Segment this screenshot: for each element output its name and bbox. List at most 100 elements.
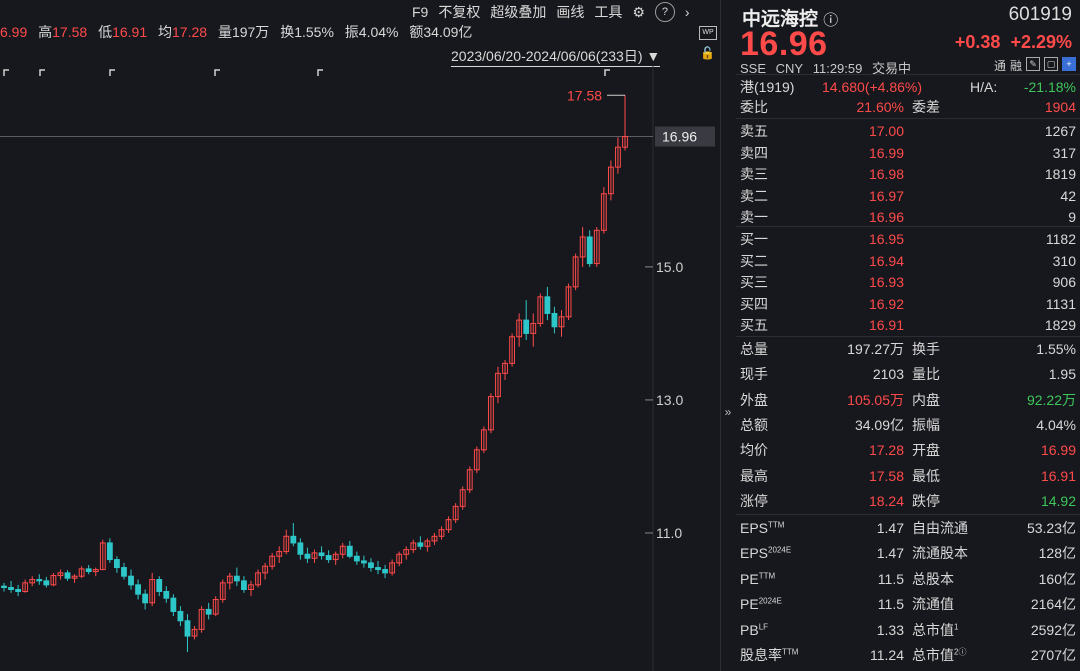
- turnover-value: 1.55%: [294, 24, 334, 40]
- draw-button[interactable]: 画线: [556, 4, 585, 20]
- stat-value: 16.99: [1040, 442, 1076, 459]
- candle-body: [297, 542, 304, 555]
- quote-panel: 中远海控 ⓘ 601919 16.96 +0.38 +2.29% SSE CNY…: [736, 0, 1080, 671]
- fundamental-row: EPS2024E 1.47 流通股本 128亿: [740, 542, 1076, 564]
- f9-button[interactable]: F9: [412, 4, 429, 20]
- fundamental-name: EPS: [740, 520, 769, 536]
- fundamental-suffix: 2024E: [768, 545, 792, 555]
- chevron-right-icon[interactable]: ›: [684, 4, 690, 20]
- tools-button[interactable]: 工具: [594, 4, 623, 20]
- lock-icon[interactable]: 🔓: [700, 46, 715, 60]
- candle-body: [304, 553, 311, 559]
- wb-label: 委比: [740, 99, 768, 115]
- separator: [736, 118, 1080, 119]
- help-icon[interactable]: ?: [654, 2, 675, 22]
- tong-badge: 通: [993, 59, 1006, 73]
- wp-icon[interactable]: WP: [699, 26, 717, 40]
- bid-price: 16.95: [868, 231, 904, 247]
- fundamental-suffix: 1: [954, 621, 959, 631]
- overlay-button[interactable]: 超级叠加: [490, 4, 547, 20]
- fundamental-label: 流通股本: [912, 543, 992, 563]
- candle-body: [121, 567, 127, 577]
- bid-row: 买三 16.93 906: [740, 271, 1076, 293]
- stat-value: 197.27万: [847, 341, 904, 357]
- ask-level-label: 卖四: [740, 144, 768, 161]
- stat-label: 振幅: [912, 416, 940, 433]
- bid-volume: 1182: [1045, 231, 1076, 247]
- panel-divider: [720, 0, 721, 671]
- window-icon[interactable]: ▢: [1044, 57, 1058, 71]
- amount-value: 34.09亿: [423, 24, 473, 40]
- fundamental-value: 2592亿: [1030, 621, 1076, 638]
- candle-body: [50, 575, 57, 586]
- candle-body: [459, 489, 466, 507]
- info-icon[interactable]: ⓘ: [823, 12, 839, 29]
- collapse-panel-icon[interactable]: »: [724, 405, 732, 419]
- fundamental-label: PETTM: [740, 571, 824, 587]
- fundamental-name: 股息率: [740, 647, 782, 663]
- gear-icon[interactable]: ⚙: [632, 3, 645, 20]
- candle-body: [156, 579, 163, 593]
- candle-body: [488, 396, 494, 431]
- add-watchlist-icon[interactable]: +: [1062, 57, 1076, 71]
- bid-level-label: 买四: [740, 295, 768, 312]
- current-price-label: 16.96: [662, 129, 697, 145]
- period-marker: [604, 69, 610, 76]
- vol-label: 量: [217, 24, 232, 40]
- stat-label: 总量: [740, 341, 768, 357]
- candle-body: [269, 555, 276, 567]
- fundamental-name: 总市值: [912, 647, 954, 663]
- candle-body: [71, 575, 78, 579]
- candle-body: [15, 589, 22, 593]
- fundamental-value: 11.5: [877, 570, 904, 587]
- ha-value: -21.18%: [1023, 79, 1076, 95]
- candle-body: [509, 336, 515, 364]
- candle-body: [452, 505, 459, 521]
- candle-body: [64, 572, 71, 579]
- stat-value: 4.04%: [1036, 416, 1076, 433]
- candle-body: [382, 569, 388, 574]
- edit-icon[interactable]: ✎: [1026, 57, 1040, 71]
- fundamental-label: EPSTTM: [740, 520, 824, 536]
- stat-value: 16.91: [1040, 467, 1076, 484]
- fundamental-suffix: 2ⓘ: [954, 647, 967, 657]
- ask-volume: 1267: [1044, 123, 1076, 139]
- stock-name: 中远海控 ⓘ: [742, 4, 838, 31]
- date-range-selector[interactable]: 2023/06/20-2024/06/06(233日) ▼: [451, 46, 661, 67]
- ask-level-label: 卖二: [740, 187, 768, 204]
- price-change: +0.38 +2.29%: [955, 32, 1072, 53]
- candle-body: [445, 519, 452, 531]
- candle-body: [198, 608, 205, 630]
- candle-body: [332, 553, 339, 561]
- date-range-label: 2023/06/20-2024/06/06(233日): [451, 48, 643, 64]
- candle-body: [565, 286, 572, 318]
- candle-body: [43, 580, 50, 586]
- chart-toolbar: F9 不复权 超级叠加 画线 工具 ⚙ ? ›: [412, 2, 690, 22]
- candle-body: [607, 166, 614, 195]
- high-label: 高: [38, 24, 53, 40]
- candle-body: [424, 540, 431, 547]
- candle-body: [233, 575, 240, 582]
- fundamental-value: 2707亿: [1030, 647, 1076, 663]
- candle-body: [85, 568, 92, 573]
- ask-row: 卖五 17.00 1267: [740, 120, 1076, 142]
- avg-label: 均: [158, 24, 173, 40]
- bid-volume: 906: [1052, 274, 1076, 290]
- chart-header: 6.99 高17.58 低16.91 均17.28 量197万 换1.55% 振…: [0, 0, 720, 40]
- candle-body: [346, 545, 353, 557]
- stat-row: 外盘 105.05万 内盘 92.22万: [740, 389, 1076, 411]
- ask-price: 16.98: [868, 166, 904, 182]
- separator: [736, 514, 1080, 515]
- bid-row: 买二 16.94 310: [740, 250, 1076, 272]
- hk-value: 14.680(+4.86%): [822, 79, 923, 95]
- bid-row: 买五 16.91 1829: [740, 314, 1076, 336]
- bid-level-label: 买一: [740, 231, 768, 247]
- fundamental-value: 1.33: [876, 621, 904, 638]
- candle-body: [473, 449, 480, 471]
- unadjusted-button[interactable]: 不复权: [438, 4, 481, 20]
- stat-row: 总量 197.27万 换手 1.55%: [740, 338, 1076, 360]
- bid-price: 16.93: [868, 274, 904, 290]
- candle-body: [92, 569, 99, 573]
- rong-badge: 融: [1009, 59, 1022, 73]
